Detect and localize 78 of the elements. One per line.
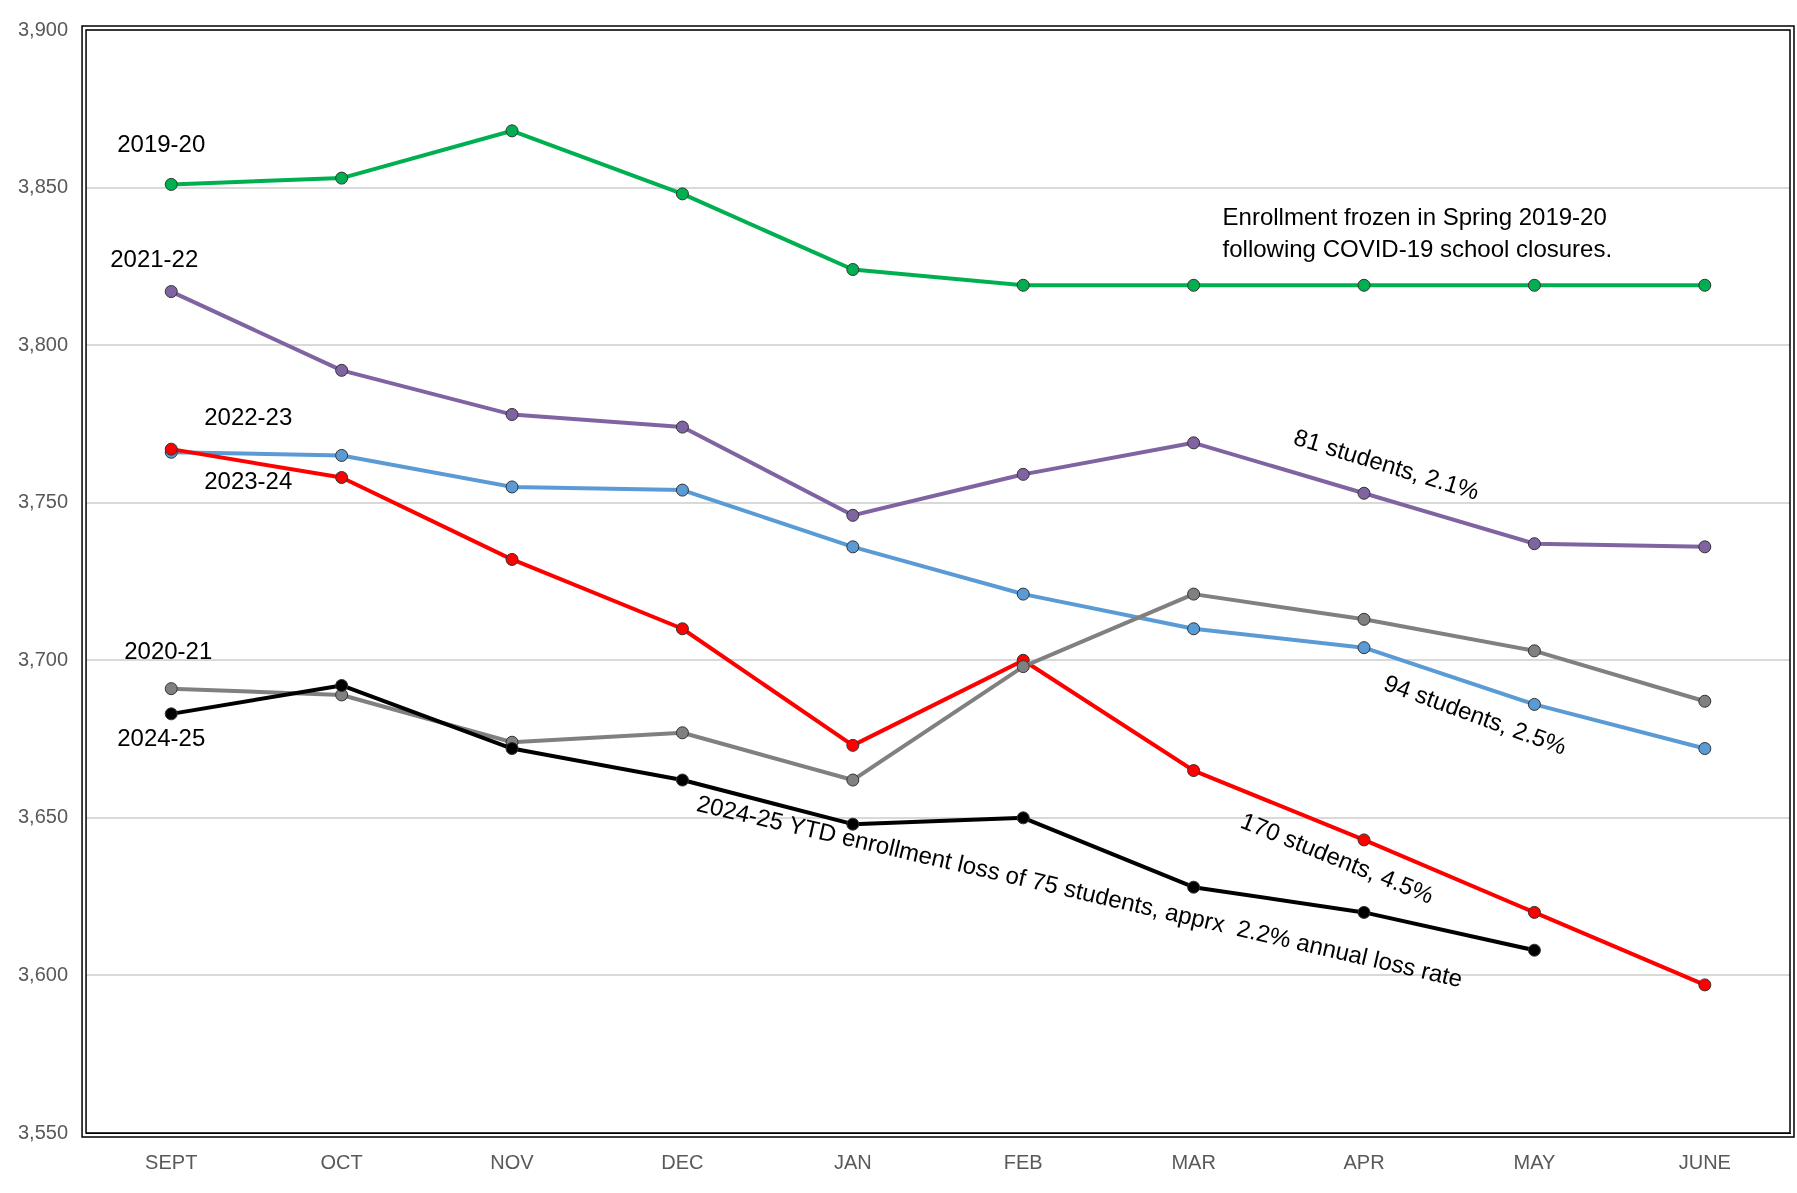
point <box>1357 612 1371 626</box>
point <box>335 679 349 692</box>
point <box>675 420 689 434</box>
x-tick-label: SEPT <box>145 1150 198 1173</box>
point <box>1187 587 1201 601</box>
point <box>335 471 349 484</box>
point <box>335 363 349 377</box>
point <box>1016 660 1030 674</box>
point <box>675 622 689 636</box>
point <box>1187 278 1201 292</box>
point <box>1698 742 1712 756</box>
y-tick-label: 3,650 <box>17 805 69 828</box>
point <box>1187 764 1201 778</box>
point <box>164 285 178 299</box>
point <box>505 124 519 138</box>
point <box>1698 278 1712 292</box>
series-label: 2022-23 <box>204 402 293 430</box>
point <box>505 552 519 566</box>
point <box>1187 436 1201 450</box>
point <box>1527 537 1541 551</box>
x-tick-label: OCT <box>320 1150 363 1173</box>
point <box>1016 587 1030 601</box>
series-label: 2021-22 <box>110 245 199 273</box>
y-tick-label: 3,550 <box>17 1120 69 1143</box>
y-tick-label: 3,900 <box>17 17 69 40</box>
point <box>1527 278 1541 292</box>
point <box>1016 811 1030 825</box>
point <box>1698 694 1712 708</box>
point <box>1527 697 1541 711</box>
point <box>164 682 178 696</box>
point <box>164 707 178 721</box>
y-tick-label: 3,700 <box>17 647 69 670</box>
x-tick-label: NOV <box>490 1150 535 1173</box>
series-label: 2023-24 <box>204 466 293 494</box>
point <box>675 187 689 201</box>
x-tick-label: FEB <box>1003 1150 1043 1173</box>
x-tick-label: MAY <box>1513 1150 1556 1173</box>
point <box>1016 467 1030 481</box>
point <box>1698 540 1712 554</box>
x-tick-label: JUNE <box>1678 1150 1731 1173</box>
point <box>505 407 519 421</box>
point <box>1357 278 1371 292</box>
x-tick-label: JAN <box>833 1150 872 1173</box>
series-label: 2024-25 <box>117 724 206 752</box>
series-label: 2020-21 <box>124 637 213 665</box>
series-label: 2019-20 <box>117 130 206 158</box>
y-tick-label: 3,800 <box>17 332 69 355</box>
point <box>505 480 519 494</box>
point <box>1698 978 1712 992</box>
point <box>1527 943 1541 957</box>
point <box>1527 644 1541 658</box>
point <box>1357 641 1371 655</box>
y-tick-label: 3,850 <box>17 175 69 198</box>
point <box>1016 278 1030 292</box>
y-tick-label: 3,600 <box>17 962 69 985</box>
x-tick-label: APR <box>1343 1150 1385 1173</box>
point <box>846 508 860 522</box>
point <box>675 773 689 787</box>
annotation: Enrollment frozen in Spring 2019-20 following COVID-19 school closures. <box>1222 203 1613 263</box>
point <box>846 263 860 277</box>
point <box>1187 880 1201 894</box>
point <box>1187 622 1201 636</box>
point <box>1357 486 1371 500</box>
point <box>846 738 860 752</box>
y-tick-label: 3,750 <box>17 490 69 513</box>
point <box>675 726 689 740</box>
point <box>846 817 860 831</box>
point <box>846 773 860 787</box>
point <box>846 540 860 554</box>
point <box>164 177 178 191</box>
point <box>335 448 349 462</box>
x-tick-label: DEC <box>661 1150 704 1173</box>
point <box>675 483 689 497</box>
point <box>335 171 349 185</box>
point <box>1357 905 1371 919</box>
point <box>1527 905 1541 919</box>
x-tick-label: MAR <box>1171 1150 1216 1173</box>
point <box>505 742 519 756</box>
